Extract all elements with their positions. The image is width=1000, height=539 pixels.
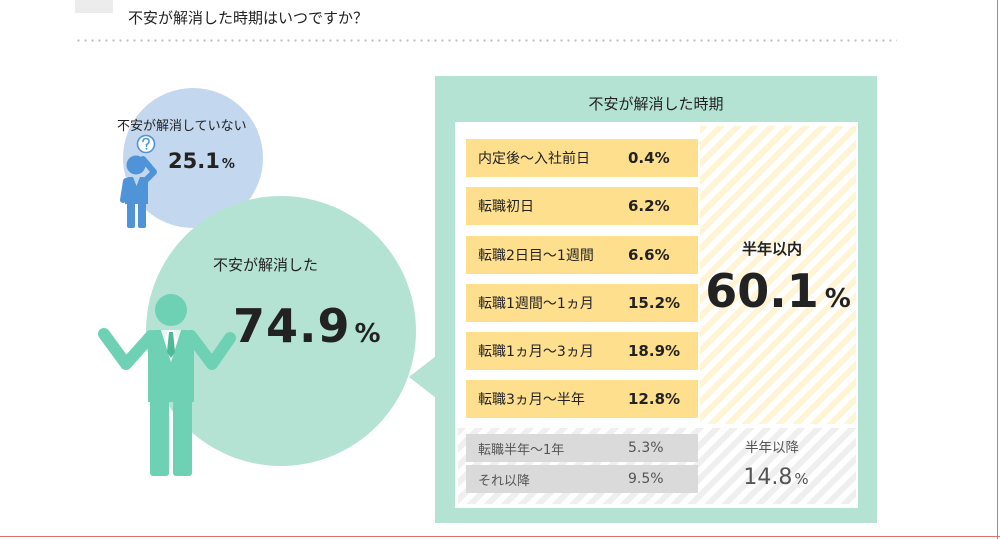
period-label: 転職初日 bbox=[478, 199, 534, 216]
period-row: 内定後～入社前日 0.4% bbox=[466, 139, 698, 177]
page-title: 不安が解消した時期はいつですか？ bbox=[128, 9, 369, 27]
period-value-wrap: 5.3% bbox=[628, 440, 664, 456]
period-label: 転職1ヵ月～3ヵ月 bbox=[478, 344, 594, 361]
percent-sign: % bbox=[650, 440, 664, 456]
after-half-year-rows: 転職半年～1年 5.3% それ以降 9.5% bbox=[466, 434, 698, 493]
relieved-person-icon bbox=[98, 294, 236, 476]
period-value-wrap: 6.2% bbox=[628, 197, 670, 215]
after-half-year-number: 14.8 bbox=[743, 465, 793, 490]
within-half-year-label: 半年以内 bbox=[741, 240, 802, 258]
percent-sign: % bbox=[654, 245, 670, 264]
within-half-year-rows: 内定後～入社前日 0.4% 転職初日 6.2% 転職2日目～1週間 6.6% 転… bbox=[466, 139, 698, 419]
period-value-wrap: 6.6% bbox=[628, 246, 670, 264]
period-value: 9.5 bbox=[628, 471, 651, 487]
period-value: 15.2 bbox=[628, 293, 666, 312]
period-value: 12.8 bbox=[628, 390, 666, 409]
period-row: 転職2日目～1週間 6.6% bbox=[466, 235, 698, 274]
unresolved-value: 25.1% bbox=[168, 148, 235, 178]
within-half-year-summary-bg bbox=[700, 126, 856, 424]
resolved-value: 74.9% bbox=[233, 300, 382, 360]
percent-sign: % bbox=[354, 319, 382, 349]
percent-sign: % bbox=[665, 390, 681, 409]
period-value: 6.2 bbox=[628, 197, 655, 216]
period-value: 0.4 bbox=[628, 149, 655, 167]
period-label: 転職2日目～1週間 bbox=[478, 247, 594, 264]
percent-sign: % bbox=[665, 342, 681, 361]
percent-sign: % bbox=[221, 157, 235, 172]
within-half-year-number: 60.1 bbox=[705, 264, 819, 318]
percent-sign: % bbox=[794, 470, 809, 488]
percent-sign: % bbox=[654, 197, 670, 216]
page-border-right bbox=[997, 0, 998, 539]
percent-sign: % bbox=[654, 149, 670, 167]
within-half-year-total: 60.1% bbox=[700, 265, 856, 325]
period-label: 内定後～入社前日 bbox=[478, 151, 590, 167]
period-row: 転職半年～1年 5.3% bbox=[466, 434, 698, 462]
period-label: それ以降 bbox=[478, 473, 531, 489]
confused-person-icon bbox=[120, 134, 157, 228]
speech-pointer bbox=[409, 356, 436, 398]
percent-sign: % bbox=[650, 471, 664, 487]
period-row: それ以降 9.5% bbox=[466, 465, 698, 493]
period-value: 18.9 bbox=[628, 342, 666, 361]
after-half-year-total: 14.8% bbox=[698, 465, 854, 492]
period-row: 転職1ヵ月～3ヵ月 18.9% bbox=[466, 332, 698, 371]
percent-sign: % bbox=[824, 284, 851, 314]
period-label: 転職3ヵ月～半年 bbox=[478, 392, 585, 409]
period-row: 転職1週間～1ヵ月 15.2% bbox=[466, 283, 698, 322]
after-half-year-label: 半年以降 bbox=[745, 440, 799, 456]
period-value: 6.6 bbox=[628, 245, 655, 264]
period-row: 転職初日 6.2% bbox=[466, 187, 698, 226]
period-label: 転職半年～1年 bbox=[478, 442, 565, 458]
period-row: 転職3ヵ月～半年 12.8% bbox=[466, 380, 698, 419]
dotted-divider bbox=[75, 39, 897, 42]
period-value-wrap: 0.4% bbox=[628, 149, 670, 167]
panel-title: 不安が解消した時期 bbox=[588, 95, 724, 113]
percent-sign: % bbox=[665, 293, 681, 312]
period-value-wrap: 9.5% bbox=[628, 471, 664, 487]
header-image bbox=[75, 0, 113, 13]
resolved-number: 74.9 bbox=[233, 299, 351, 353]
period-label: 転職1週間～1ヵ月 bbox=[478, 295, 594, 312]
unresolved-number: 25.1 bbox=[168, 149, 220, 173]
period-value-wrap: 18.9% bbox=[628, 342, 680, 360]
resolved-label: 不安が解消した bbox=[213, 256, 319, 274]
unresolved-label: 不安が解消していない bbox=[117, 119, 247, 134]
period-value-wrap: 15.2% bbox=[628, 294, 680, 312]
period-value-wrap: 12.8% bbox=[628, 390, 680, 408]
page-border-bottom bbox=[0, 536, 1000, 537]
period-value: 5.3 bbox=[628, 440, 651, 456]
